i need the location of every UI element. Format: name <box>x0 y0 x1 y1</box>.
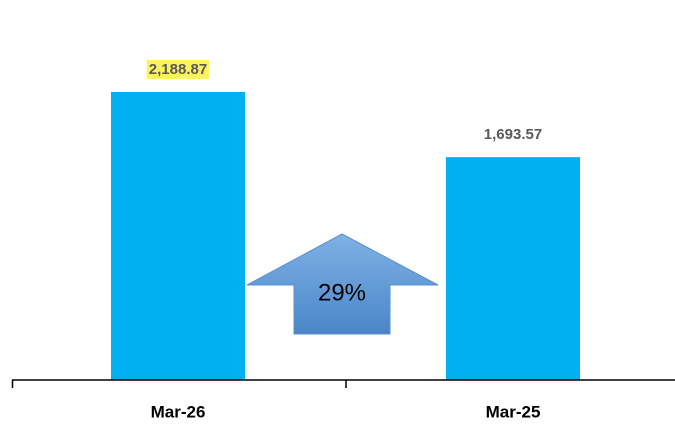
bars <box>111 92 580 380</box>
change-label: 29% <box>318 279 366 306</box>
x-tick-label: Mar-26 <box>151 402 206 421</box>
bar <box>111 92 245 380</box>
highlight <box>146 59 210 79</box>
value-label: 2,188.87 <box>149 61 207 78</box>
bar <box>446 157 580 380</box>
x-tick-label: Mar-25 <box>486 402 541 421</box>
value-label: 1,693.57 <box>484 126 542 143</box>
up-arrow <box>246 233 439 335</box>
